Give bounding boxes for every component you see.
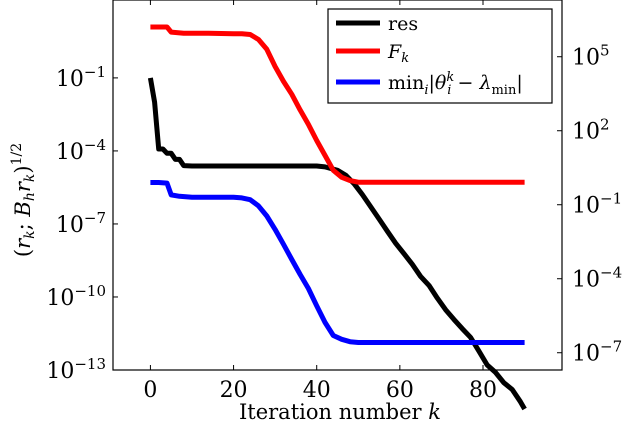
legend-res-label: res [388,13,418,35]
right-tick-label: 102 [572,116,610,145]
left-tick-label: 10−1 [56,63,106,92]
right-tick-label: 105 [572,42,610,71]
x-axis-title: Iteration number k [239,400,441,424]
x-tick-label: 0 [143,378,157,403]
x-tick-label: 80 [469,378,497,403]
series-layer [147,24,527,411]
legend: res Fk mini|θk i − λmin| [327,8,553,104]
right-tick-label: 10−4 [572,264,622,293]
series-line-min-theta [150,180,525,345]
left-tick-label: 10−7 [56,209,106,238]
y-axis-title: (rk; Bhrk)1/2 [9,143,38,257]
right-tick-label: 10−1 [572,190,622,219]
x-tick-label: 60 [386,378,414,403]
plot-frame [112,0,563,371]
x-tick-label: 20 [220,378,248,403]
legend-fk-label: Fk [387,41,409,66]
left-tick-label: 10−13 [46,355,106,384]
left-tick-label: 10−10 [46,282,106,311]
series-line-fk [150,24,525,185]
left-tick-label: 10−4 [56,136,106,165]
x-tick-label: 40 [303,378,331,403]
right-tick-label: 10−7 [572,338,622,367]
series-line-res [147,77,527,411]
tick-layer: 0 20 40 60 80 10−1 10−4 10−7 10−10 10−13 105 102 10−… [46,0,622,403]
